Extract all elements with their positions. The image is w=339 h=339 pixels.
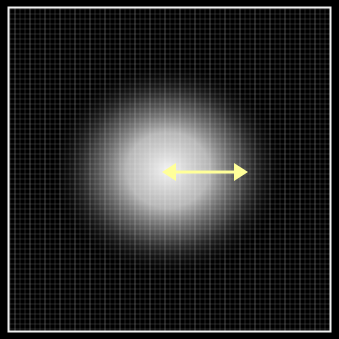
arrow-head-left-icon	[162, 163, 176, 181]
arrow-head-right-icon	[234, 163, 248, 181]
double-arrow	[162, 163, 248, 181]
image-border	[7, 6, 332, 333]
